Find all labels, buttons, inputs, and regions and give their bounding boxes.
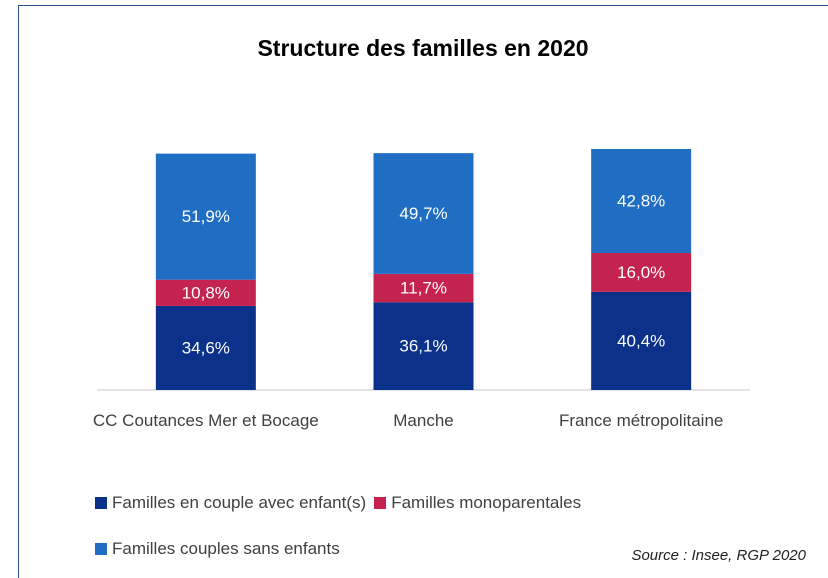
- data-label: 11,7%: [400, 279, 447, 298]
- bar-segment: [155, 153, 256, 280]
- legend: Familles en couple avec enfant(s) Famille…: [95, 480, 735, 572]
- data-label: 51,9%: [182, 207, 230, 226]
- x-tick-label: Manche: [393, 411, 454, 430]
- legend-label: Familles en couple avec enfant(s): [112, 493, 367, 512]
- data-label: 42,8%: [617, 191, 665, 210]
- bar-segment: [591, 252, 692, 292]
- legend-item: Familles en couple avec enfant(s): [95, 480, 366, 526]
- legend-item: Familles couples sans enfants: [95, 526, 340, 572]
- data-label: 10,8%: [182, 283, 230, 302]
- data-label: 16,0%: [617, 263, 665, 282]
- bar-segment: [591, 291, 692, 390]
- chart-frame: [18, 5, 828, 578]
- bar-segment: [155, 279, 256, 306]
- legend-swatch: [95, 543, 107, 555]
- x-tick-label: CC Coutances Mer et Bocage: [92, 411, 319, 430]
- data-label: 34,6%: [182, 338, 230, 357]
- legend-label: Familles monoparentales: [391, 493, 582, 512]
- legend-item: Familles monoparentales: [374, 480, 581, 526]
- bar-segment: [373, 153, 474, 274]
- legend-swatch: [374, 497, 387, 509]
- data-label: 40,4%: [617, 331, 665, 350]
- data-label: 36,1%: [399, 337, 447, 356]
- data-label: 49,7%: [399, 204, 447, 223]
- legend-swatch: [95, 497, 107, 509]
- bar-segment: [155, 305, 256, 390]
- legend-label: Familles couples sans enfants: [112, 539, 340, 558]
- bar-segment: [591, 149, 692, 253]
- bar-segment: [373, 302, 474, 390]
- bar-segment: [373, 273, 474, 303]
- x-tick-label: France métropolitaine: [558, 411, 724, 430]
- chart-title: Structure des familles en 2020: [257, 35, 588, 61]
- source-note: Source : Insee, RGP 2020: [631, 547, 806, 564]
